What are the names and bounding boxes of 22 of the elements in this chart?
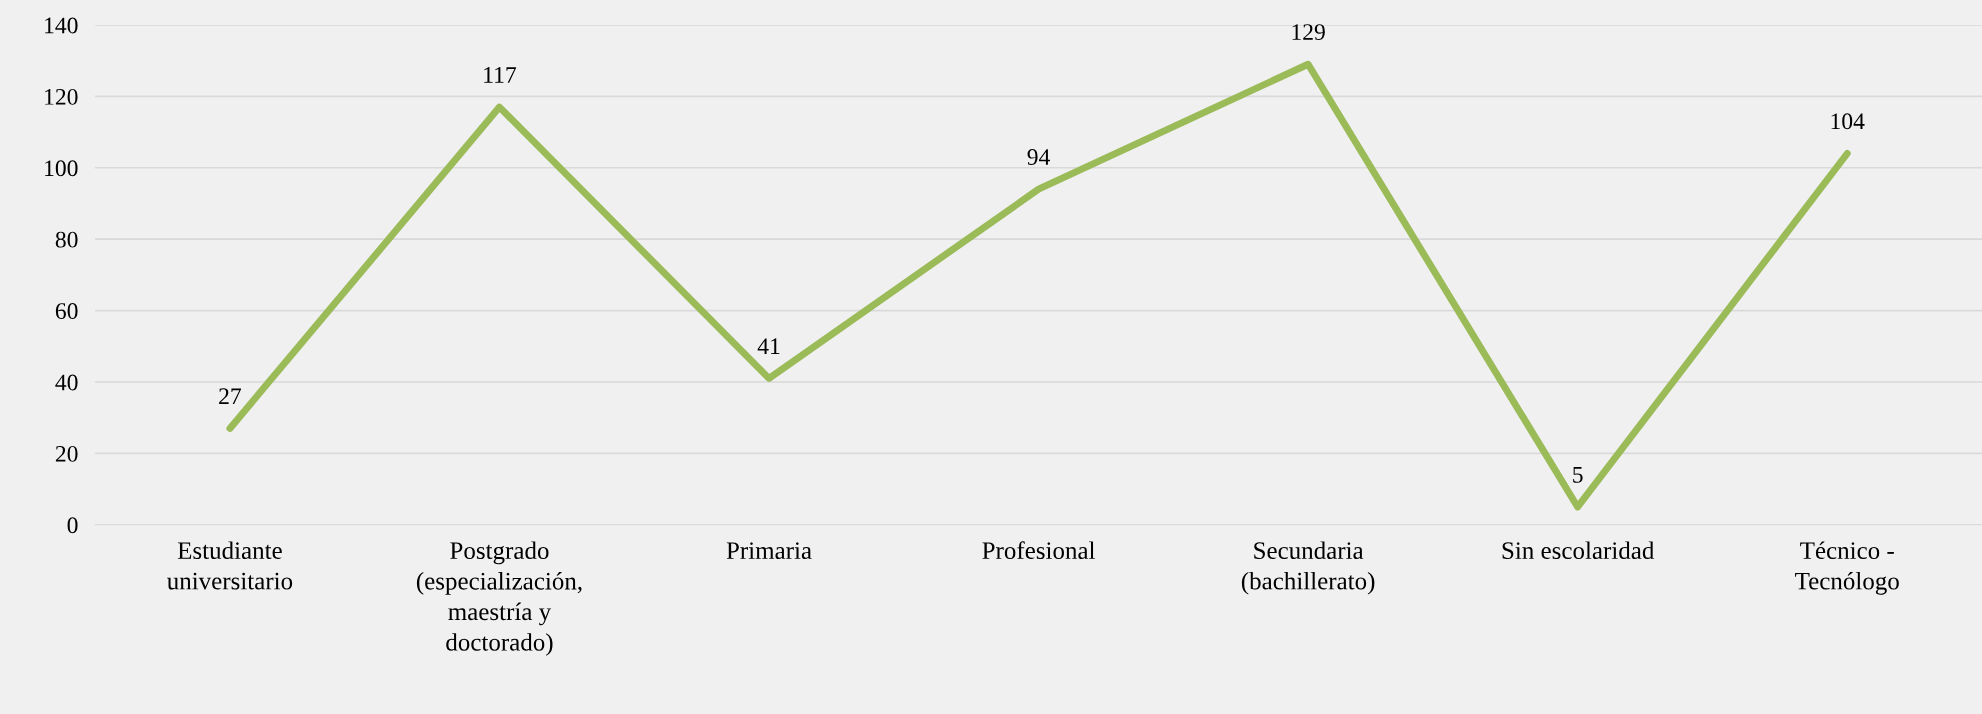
data-label: 5	[1573, 467, 1583, 483]
data-label: 104	[1831, 113, 1865, 130]
x-tick-label: Secundaria (bachillerato)	[1241, 541, 1375, 595]
x-tick-label: Primaria	[726, 542, 812, 560]
y-tick-label: 100	[45, 160, 78, 177]
data-label: 117	[484, 67, 517, 83]
x-tick-label: Técnico - Tecnólogo	[1795, 541, 1899, 595]
x-tick-label: Sin escolaridad	[1502, 541, 1655, 560]
y-tick-label: 60	[55, 303, 78, 320]
y-tick-label: 20	[55, 445, 78, 462]
x-tick-label: Profesional	[982, 541, 1095, 560]
x-tick-label: Estudiante universitario	[167, 541, 293, 590]
y-tick-label: 140	[45, 17, 78, 34]
y-tick-label: 40	[55, 374, 78, 391]
y-tick-label: 80	[55, 231, 78, 248]
data-label: 129	[1292, 24, 1325, 41]
data-label: 41	[757, 338, 780, 354]
data-label: 27	[219, 388, 242, 404]
y-tick-label: 120	[45, 88, 78, 105]
data-label: 94	[1027, 149, 1050, 165]
x-tick-label: Postgrado (especialización, maestría y doctorado)	[416, 541, 582, 656]
y-tick-label: 0	[67, 517, 78, 534]
